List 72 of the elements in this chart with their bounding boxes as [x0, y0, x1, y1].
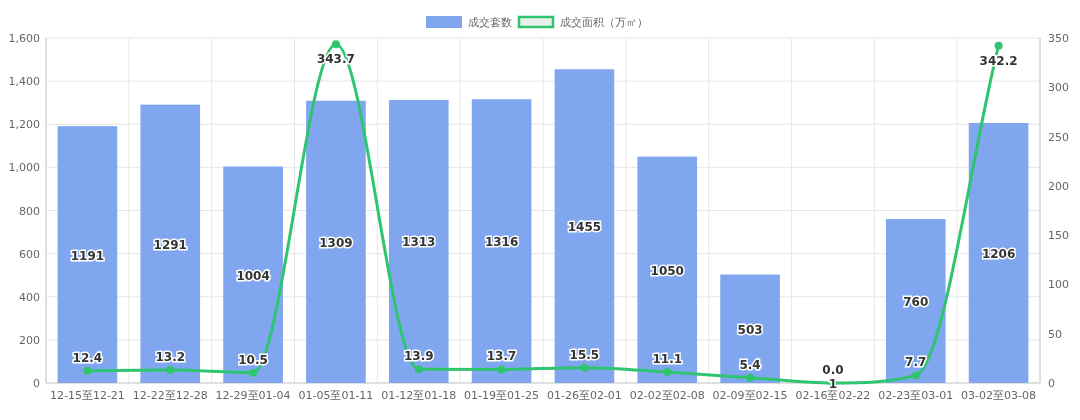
point: [994, 41, 1003, 50]
x-tick-label: 12-29至01-04: [215, 389, 291, 402]
x-tick-label: 12-15至12-21: [49, 389, 125, 402]
y-tick-label: 600: [19, 247, 40, 261]
data-label: 1191: [70, 248, 105, 263]
x-tick-label: 01-19至01-25: [464, 389, 540, 402]
y-tick-label: 200: [19, 333, 40, 347]
data-label: 1050: [650, 263, 684, 278]
point: [663, 368, 672, 377]
y-tick-label: 400: [19, 290, 40, 304]
data-label: 7.7: [905, 355, 927, 370]
data-label: 13.7: [486, 349, 517, 364]
y2-tick-label: 350: [1048, 32, 1069, 45]
y-tick-label: 1,600: [8, 32, 40, 45]
x-tick-label: 02-02至02-08: [629, 389, 705, 402]
y-tick-label: 0: [33, 377, 40, 390]
y2-tick-label: 250: [1048, 130, 1069, 144]
bar: [720, 274, 780, 383]
bar: [388, 99, 449, 383]
y2-tick-label: 200: [1048, 179, 1069, 193]
y2-tick-label: 100: [1048, 278, 1069, 292]
bar: [306, 100, 366, 383]
data-label: 1206: [981, 246, 1016, 261]
data-label: 760: [903, 295, 929, 310]
bar: [223, 166, 283, 383]
point: [166, 365, 175, 374]
y2-tick-label: 300: [1048, 81, 1069, 95]
bar: [968, 122, 1029, 383]
bar: [471, 99, 532, 383]
y2-tick-label: 0: [1048, 377, 1055, 390]
bar: [140, 104, 201, 383]
data-label: 1004: [236, 268, 270, 283]
data-label: 1313: [402, 235, 436, 250]
x-tick-label: 02-09至02-15: [712, 389, 788, 402]
data-label: 1316: [484, 235, 519, 250]
data-label: 0.0: [822, 363, 844, 377]
point: [331, 40, 340, 49]
y2-tick-label: 50: [1048, 327, 1062, 341]
point: [580, 363, 589, 372]
x-tick-label: 02-23至03-01: [878, 389, 954, 402]
x-tick-label: 01-26至02-01: [546, 389, 622, 402]
point: [249, 368, 258, 377]
point: [83, 366, 92, 375]
data-label: 1309: [319, 235, 353, 250]
bar: [885, 219, 946, 383]
point: [746, 373, 755, 382]
y-tick-label: 1,200: [8, 118, 40, 132]
x-tick-label: 03-02至03-08: [961, 389, 1037, 402]
y-tick-label: 800: [19, 204, 40, 218]
point: [911, 371, 920, 380]
x-tick-label: 01-05至01-11: [298, 389, 374, 402]
data-label: 5.4: [739, 357, 761, 372]
data-label: 503: [737, 322, 763, 337]
bar: [57, 126, 118, 383]
legend-label: 成交面积（万㎡）: [560, 16, 648, 29]
x-tick-label: 01-12至01-18: [381, 389, 457, 402]
data-label: 12.4: [72, 350, 103, 365]
data-label: 11.1: [652, 352, 683, 367]
point: [497, 365, 506, 374]
data-label: 1455: [567, 220, 602, 235]
y-tick-label: 1,000: [8, 161, 40, 175]
bar: [637, 156, 698, 383]
point: [414, 365, 423, 374]
data-label: 15.5: [569, 347, 600, 362]
y-tick-label: 1,400: [8, 75, 40, 89]
x-tick-label: 02-16至02-22: [795, 389, 871, 402]
y2-tick-label: 150: [1048, 229, 1069, 243]
data-label: 13.2: [155, 349, 186, 364]
bar: [554, 69, 615, 383]
data-label: 1291: [153, 237, 187, 252]
legend-label: 成交套数: [468, 16, 512, 29]
x-tick-label: 12-22至12-28: [132, 389, 208, 402]
